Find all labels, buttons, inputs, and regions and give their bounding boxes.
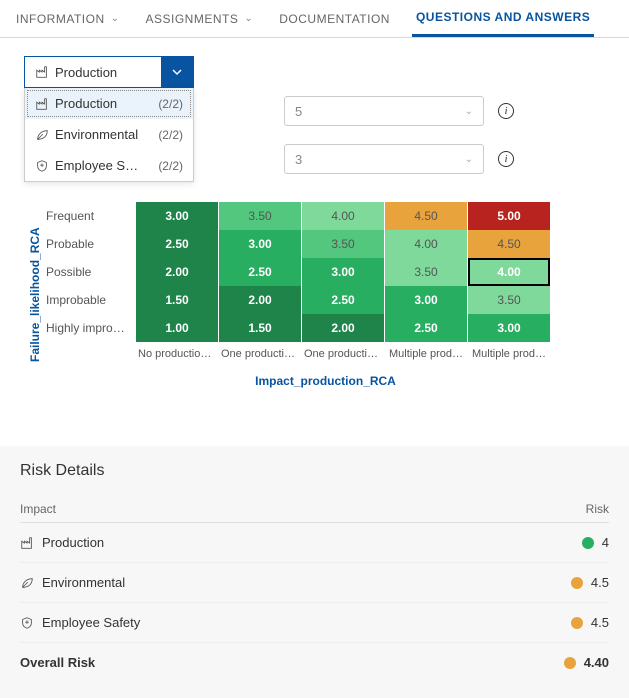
chevron-down-icon: ⌄ [111, 13, 120, 24]
dropdown-item-count: (2/2) [158, 128, 183, 142]
row-label: Possible [46, 265, 136, 279]
dropdown-item-count: (2/2) [158, 97, 183, 111]
category-dropdown: Production Production(2/2)Environmental(… [24, 56, 194, 88]
matrix-cell[interactable]: 1.50 [136, 286, 218, 314]
dropdown-item-label: Environmental [55, 127, 152, 142]
risk-label: Production [42, 535, 104, 550]
dropdown-toggle[interactable]: Production [24, 56, 194, 88]
risk-details-title: Risk Details [20, 462, 609, 480]
shield-icon [20, 616, 34, 630]
risk-dot [582, 537, 594, 549]
dropdown-item-environmental[interactable]: Environmental (2/2) [25, 119, 193, 150]
row-label: Highly improb… [46, 321, 136, 335]
matrix-cell[interactable]: 3.00 [385, 286, 467, 314]
tab-assignments[interactable]: ASSIGNMENTS ⌄ [142, 0, 258, 37]
matrix-cell[interactable]: 1.00 [136, 314, 218, 342]
dropdown-item-count: (2/2) [158, 159, 183, 173]
risk-value: 4.5 [591, 615, 609, 630]
risk-dot [564, 657, 576, 669]
risk-row: Production 4 [20, 523, 609, 563]
matrix-cell[interactable]: 2.00 [302, 314, 384, 342]
dropdown-item-production[interactable]: Production (2/2) [25, 88, 193, 119]
tab-label: QUESTIONS AND ANSWERS [416, 10, 590, 24]
select-value: 3 [295, 152, 302, 167]
col-impact: Impact [20, 502, 56, 516]
matrix-cell[interactable]: 2.00 [219, 286, 301, 314]
matrix-cell[interactable]: 2.50 [302, 286, 384, 314]
matrix-cell[interactable]: 3.00 [468, 314, 550, 342]
select-2[interactable]: 3⌄ [284, 144, 484, 174]
matrix-cell[interactable]: 2.00 [136, 258, 218, 286]
tab-label: DOCUMENTATION [279, 12, 390, 26]
factory-icon [35, 97, 49, 111]
tab-label: INFORMATION [16, 12, 105, 26]
select-value: 5 [295, 104, 302, 119]
matrix-cell[interactable]: 4.00 [302, 202, 384, 230]
tab-information[interactable]: INFORMATION ⌄ [12, 0, 124, 37]
overall-risk-label: Overall Risk [20, 655, 95, 670]
risk-dot [571, 577, 583, 589]
x-axis-label: Impact_production_RCA [46, 374, 605, 388]
matrix-cell[interactable]: 3.50 [468, 286, 550, 314]
matrix-cell[interactable]: 3.50 [302, 230, 384, 258]
row-label: Probable [46, 237, 136, 251]
row-label: Frequent [46, 209, 136, 223]
col-label: Multiple prod… [385, 348, 467, 360]
select-1[interactable]: 5⌄ [284, 96, 484, 126]
risk-label: Environmental [42, 575, 125, 590]
tab-questions-and-answers[interactable]: QUESTIONS AND ANSWERS [412, 0, 594, 37]
risk-row: Employee Safety 4.5 [20, 603, 609, 643]
matrix-cell[interactable]: 4.00 [385, 230, 467, 258]
overall-risk-value: 4.40 [584, 655, 609, 670]
dropdown-item-label: Employee S… [55, 158, 152, 173]
row-label: Improbable [46, 293, 136, 307]
factory-icon [35, 65, 49, 79]
col-risk: Risk [586, 502, 609, 516]
chevron-down-icon: ⌄ [465, 106, 473, 117]
matrix-cell[interactable]: 4.50 [385, 202, 467, 230]
matrix-cell[interactable]: 2.50 [219, 258, 301, 286]
overall-risk-row: Overall Risk 4.40 [20, 643, 609, 682]
info-icon[interactable]: i [498, 103, 514, 119]
matrix-cell[interactable]: 3.00 [136, 202, 218, 230]
matrix-cell[interactable]: 4.50 [468, 230, 550, 258]
tab-documentation[interactable]: DOCUMENTATION [275, 0, 394, 37]
risk-value: 4 [602, 535, 609, 550]
dropdown-item-label: Production [55, 96, 152, 111]
matrix-cell[interactable]: 1.50 [219, 314, 301, 342]
matrix-cell[interactable]: 3.50 [219, 202, 301, 230]
dropdown-list: Production(2/2)Environmental(2/2)Employe… [24, 88, 194, 182]
leaf-icon [20, 576, 34, 590]
factory-icon [20, 536, 34, 550]
info-icon[interactable]: i [498, 151, 514, 167]
dropdown-item-employee-s-[interactable]: Employee S… (2/2) [25, 150, 193, 181]
matrix-cell[interactable]: 3.00 [219, 230, 301, 258]
chevron-down-icon: ⌄ [244, 13, 253, 24]
matrix-cell[interactable]: 3.50 [385, 258, 467, 286]
col-label: No production… [136, 348, 218, 360]
risk-row: Environmental 4.5 [20, 563, 609, 603]
col-label: One productio… [219, 348, 301, 360]
risk-label: Employee Safety [42, 615, 140, 630]
leaf-icon [35, 128, 49, 142]
dropdown-selected-label: Production [55, 65, 117, 80]
chevron-down-icon: ⌄ [465, 154, 473, 165]
col-label: Multiple prod… [468, 348, 550, 360]
tab-bar: INFORMATION ⌄ ASSIGNMENTS ⌄ DOCUMENTATION QUE… [0, 0, 629, 38]
shield-icon [35, 159, 49, 173]
matrix-cell[interactable]: 2.50 [136, 230, 218, 258]
tab-label: ASSIGNMENTS [146, 12, 239, 26]
matrix-cell[interactable]: 2.50 [385, 314, 467, 342]
col-label: One productio… [302, 348, 384, 360]
matrix-cell[interactable]: 5.00 [468, 202, 550, 230]
risk-value: 4.5 [591, 575, 609, 590]
risk-dot [571, 617, 583, 629]
matrix-cell[interactable]: 3.00 [302, 258, 384, 286]
chevron-down-icon [161, 57, 193, 87]
y-axis-label: Failure_likelihood_RCA [24, 202, 46, 388]
matrix-cell[interactable]: 4.00 [468, 258, 550, 286]
